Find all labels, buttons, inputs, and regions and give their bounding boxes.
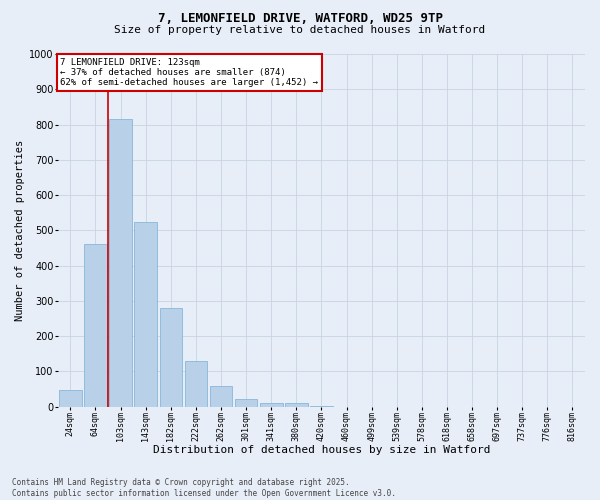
- Bar: [285, 403, 308, 406]
- X-axis label: Distribution of detached houses by size in Watford: Distribution of detached houses by size …: [152, 445, 490, 455]
- Bar: [235, 399, 257, 406]
- Bar: [59, 390, 82, 406]
- Bar: [84, 244, 107, 406]
- Bar: [260, 403, 283, 406]
- Text: 7 LEMONFIELD DRIVE: 123sqm
← 37% of detached houses are smaller (874)
62% of sem: 7 LEMONFIELD DRIVE: 123sqm ← 37% of deta…: [61, 58, 319, 88]
- Text: 7, LEMONFIELD DRIVE, WATFORD, WD25 9TP: 7, LEMONFIELD DRIVE, WATFORD, WD25 9TP: [157, 12, 443, 26]
- Bar: [185, 361, 207, 406]
- Text: Size of property relative to detached houses in Watford: Size of property relative to detached ho…: [115, 25, 485, 35]
- Y-axis label: Number of detached properties: Number of detached properties: [15, 140, 25, 321]
- Text: Contains HM Land Registry data © Crown copyright and database right 2025.
Contai: Contains HM Land Registry data © Crown c…: [12, 478, 396, 498]
- Bar: [160, 308, 182, 406]
- Bar: [109, 119, 132, 406]
- Bar: [210, 386, 232, 406]
- Bar: [134, 222, 157, 406]
